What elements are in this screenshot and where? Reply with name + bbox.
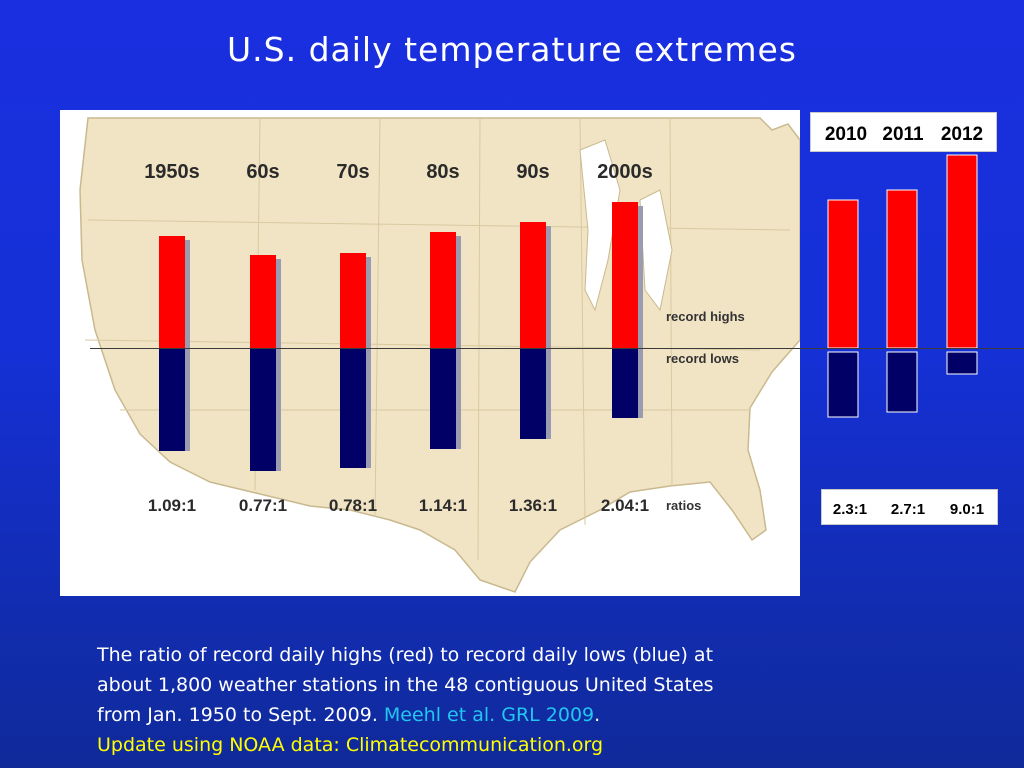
ratio-label-2011: 2.7:1 xyxy=(891,501,925,518)
decade-label-1950s: 1950s xyxy=(144,161,200,183)
caption-line-2: about 1,800 weather stations in the 48 c… xyxy=(97,674,714,696)
year-label-2011: 2011 xyxy=(882,124,924,145)
record-lows-bar-2011 xyxy=(886,351,918,413)
decade-labels: 1950s 60s 70s 80s 90s 2000s xyxy=(144,161,653,183)
slide-caption: The ratio of record daily highs (red) to… xyxy=(97,640,937,760)
chart-baseline xyxy=(90,348,1024,349)
caption-period: . xyxy=(594,704,601,726)
record-highs-bar-90s xyxy=(520,222,546,348)
record-highs-bar-60s xyxy=(250,255,276,348)
decade-label-70s: 70s xyxy=(336,161,369,183)
caption-line-3: from Jan. 1950 to Sept. 2009. Meehl et a… xyxy=(97,700,937,730)
record-lows-bar-2012 xyxy=(946,351,978,375)
record-highs-label: record highs xyxy=(666,309,745,324)
record-lows-bar-2000s xyxy=(612,348,638,418)
ratios-legend-label: ratios xyxy=(666,498,701,513)
recent-ratio-labels: 2.3:1 2.7:1 9.0:1 xyxy=(833,501,984,518)
record-highs-bar-2000s xyxy=(612,202,638,348)
decade-label-80s: 80s xyxy=(426,161,459,183)
ratio-label-60s: 0.77:1 xyxy=(239,496,287,515)
record-highs-bar-1950s xyxy=(159,236,185,348)
record-highs-bar-80s xyxy=(430,232,456,348)
record-highs-label-text: record highs xyxy=(666,309,745,324)
bar-shadow-60s xyxy=(276,259,281,471)
record-lows-bar-90s xyxy=(520,348,546,439)
record-lows-bar-1950s xyxy=(159,348,185,451)
recent-ratios-box: 2.3:1 2.7:1 9.0:1 xyxy=(821,489,998,525)
citation-link[interactable]: Meehl et al. GRL 2009 xyxy=(383,704,595,726)
record-highs-bar-70s xyxy=(340,253,366,348)
record-highs-bar-2010 xyxy=(827,199,859,349)
bar-shadow-1950s xyxy=(185,240,190,451)
recent-years-bar-chart xyxy=(827,154,978,418)
ratio-label-80s: 1.14:1 xyxy=(419,496,467,515)
decade-label-2000s: 2000s xyxy=(597,161,653,183)
bar-shadow-70s xyxy=(366,257,371,468)
record-lows-label-text: record lows xyxy=(666,351,739,366)
decade-bars xyxy=(159,202,643,471)
record-lows-bar-80s xyxy=(430,348,456,449)
year-labels: 2010 2011 2012 xyxy=(825,124,983,145)
year-label-2010: 2010 xyxy=(825,124,867,145)
record-lows-bar-70s xyxy=(340,348,366,468)
year-labels-box: 2010 2011 2012 xyxy=(810,112,997,152)
caption-line-1: The ratio of record daily highs (red) to… xyxy=(97,644,714,666)
bar-shadow-80s xyxy=(456,236,461,449)
great-lakes xyxy=(579,139,673,312)
year-label-2012: 2012 xyxy=(941,124,983,145)
ratio-label-1950s: 1.09:1 xyxy=(148,496,196,515)
ratio-label-70s: 0.78:1 xyxy=(329,496,377,515)
caption-line-3-text: from Jan. 1950 to Sept. 2009. xyxy=(97,704,384,726)
series-side-labels: record highs record lows xyxy=(666,309,745,366)
ratio-label-2010: 2.3:1 xyxy=(833,501,867,518)
bar-shadow-2000s xyxy=(638,206,643,418)
decade-label-90s: 90s xyxy=(516,161,549,183)
recent-years-bars xyxy=(827,154,978,418)
ratio-label-2000s: 2.04:1 xyxy=(601,496,649,515)
record-lows-bar-60s xyxy=(250,348,276,471)
update-note: Update using NOAA data: Climatecommunica… xyxy=(97,734,604,756)
ratio-labels: 1.09:1 0.77:1 0.78:1 1.14:1 1.36:1 2.04:… xyxy=(148,496,702,515)
bar-shadow-90s xyxy=(546,226,551,439)
ratio-label-90s: 1.36:1 xyxy=(509,496,557,515)
record-highs-bar-2012 xyxy=(946,154,978,349)
us-map-bar-chart: 1950s 60s 70s 80s 90s 2000s 1.09:1 0.77:… xyxy=(79,117,800,593)
record-highs-bar-2011 xyxy=(886,189,918,349)
us-map-chart-panel: 1950s 60s 70s 80s 90s 2000s 1.09:1 0.77:… xyxy=(60,110,800,596)
decade-label-60s: 60s xyxy=(246,161,279,183)
record-lows-label: record lows xyxy=(666,351,739,366)
slide-title: U.S. daily temperature extremes xyxy=(227,30,797,69)
ratio-label-2012: 9.0:1 xyxy=(950,501,984,518)
record-lows-bar-2010 xyxy=(827,351,859,418)
